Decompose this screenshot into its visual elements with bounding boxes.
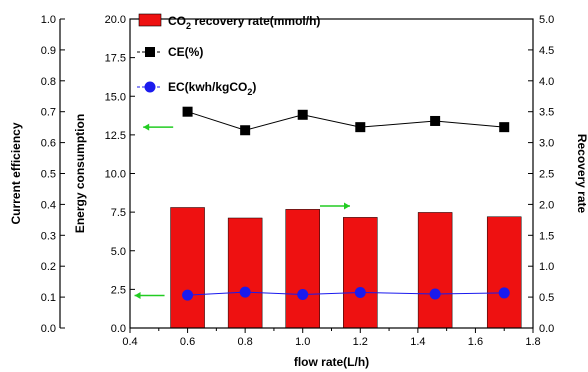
x-tick-label: 1.6 [468,336,483,348]
marker-ce [182,106,193,117]
y1-tick-label: 0.2 [41,261,56,273]
energy-consumption-axis: 0.0 2.5 5.0 7.5 10.0 12.5 15.0 17.5 20.0 [105,14,135,335]
bars-layer [170,207,522,329]
marker-ec [429,288,441,300]
x-tick-label: 0.4 [122,336,137,348]
energy-consumption-axis-label: Energy consumption [73,114,87,233]
y1-tick-label: 0.1 [41,292,56,304]
marker-ce [499,122,510,133]
legend-swatch-ec [137,81,162,93]
annotations-layer [134,123,350,300]
y3-tick-label: 1.0 [539,261,554,273]
y3-tick-label: 2.5 [539,169,554,181]
x-tick-label: 1.2 [353,336,368,348]
marker-ec [297,288,309,300]
x-tick-label: 0.8 [237,336,252,348]
annotation-arrowhead [134,292,141,300]
marker-ce [430,115,441,126]
x-tick-label: 0.6 [180,336,195,348]
recovery-rate-axis-label: Recovery rate [575,134,588,214]
legend-label-ec-sub: 2 [247,87,252,97]
y1-tick-label: 0.4 [41,199,56,211]
y2-tick-label: 0.0 [111,323,126,335]
current-efficiency-axis: 0.0 0.1 0.2 0.3 0.4 0.5 0.6 0.7 0.8 0.9 1.0 [41,14,65,335]
legend-label-ec: EC(kwh/kgCO2) [168,80,256,97]
recovery-rate-axis: 0.0 0.5 1.0 1.5 2.0 2.5 3.0 3.5 4.0 4.5 5.0 [528,14,554,335]
legend: CO2 recovery rate(mmol/h) CE(%) EC(kwh/k… [137,13,320,97]
legend-swatch-recovery [138,13,162,27]
y2-tick-label: 7.5 [111,207,126,219]
marker-ec [354,286,366,298]
marker-ce [240,125,251,136]
legend-label-recovery-main: CO [168,14,186,28]
y1-tick-label: 0.5 [41,169,56,181]
bar-recovery-rate [417,212,453,329]
bar-recovery-rate [170,207,205,329]
bar-recovery-rate [227,217,263,329]
y2-tick-label: 17.5 [105,53,126,65]
marker-ce [297,109,308,120]
annotation-arrowhead [143,123,150,131]
lines-layer [182,106,510,301]
legend-label-recovery-sub: 2 [186,21,191,31]
marker-ce [355,122,366,133]
y1-tick-label: 1.0 [41,14,56,26]
legend-label-recovery-rest: recovery rate(mmol/h) [191,14,320,28]
y2-tick-label: 20.0 [105,14,126,26]
y1-tick-label: 0.6 [41,138,56,150]
marker-ec [182,289,194,301]
x-tick-label: 1.4 [410,336,425,348]
series-line-ce [187,111,505,131]
y3-tick-label: 3.0 [539,138,554,150]
y1-tick-label: 0.9 [41,45,56,57]
y3-tick-label: 0.0 [539,323,554,335]
y3-tick-label: 3.5 [539,107,554,119]
y2-tick-label: 15.0 [105,91,126,103]
y3-tick-label: 4.5 [539,45,554,57]
series-line-ec [187,291,505,296]
bar-recovery-rate [343,217,378,329]
legend-label-recovery: CO2 recovery rate(mmol/h) [168,14,320,31]
x-axis-label: flow rate(L/h) [294,355,369,369]
bar-recovery-rate [285,209,320,329]
marker-ec [498,287,510,299]
legend-label-ec-rest: ) [252,80,256,94]
y1-tick-label: 0.7 [41,107,56,119]
marker-ec [239,286,251,298]
y2-tick-label: 5.0 [111,246,126,258]
y3-tick-label: 2.0 [539,199,554,211]
bar-recovery-rate [486,216,522,329]
annotation-arrowhead [343,202,350,210]
legend-label-ec-main: EC(kwh/kgCO [168,80,247,94]
x-tick-label: 1.0 [295,336,310,348]
y3-tick-label: 0.5 [539,292,554,304]
y3-tick-label: 1.5 [539,230,554,242]
y3-tick-label: 5.0 [539,14,554,26]
current-efficiency-axis-label: Current efficiency [9,122,23,224]
legend-swatch-ce [137,47,162,57]
legend-marker-ec [144,81,156,93]
y1-tick-label: 0.0 [41,323,56,335]
y1-tick-label: 0.8 [41,76,56,88]
y2-tick-label: 2.5 [111,284,126,296]
y2-tick-label: 12.5 [105,130,126,142]
y2-tick-label: 10.0 [105,169,126,181]
y1-tick-label: 0.3 [41,230,56,242]
x-axis: 0.4 0.6 0.8 1.0 1.2 1.4 1.6 1.8 [122,328,541,348]
legend-marker-ce [145,47,155,57]
x-tick-label: 1.8 [525,336,540,348]
y3-tick-label: 4.0 [539,76,554,88]
legend-label-ce: CE(%) [168,45,203,59]
